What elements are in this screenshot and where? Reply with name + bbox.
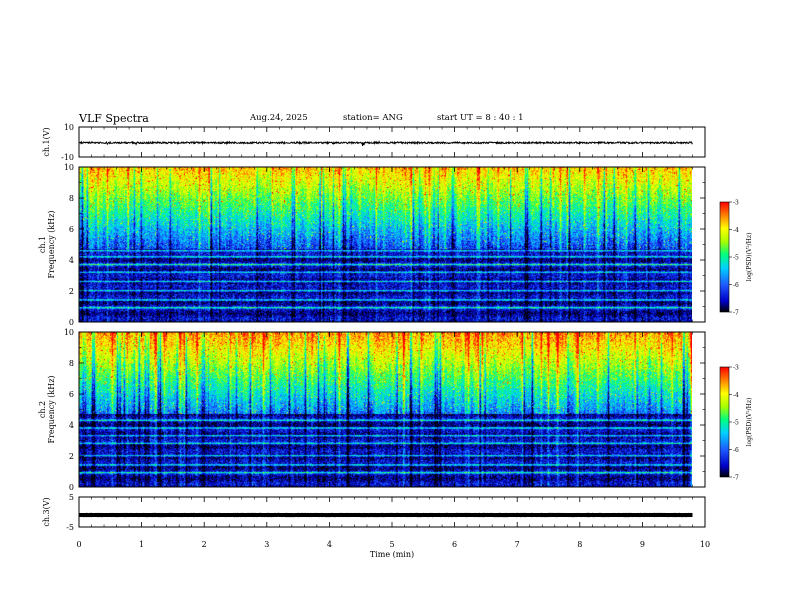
y-tick-label: 8 bbox=[69, 194, 74, 203]
y-tick-label: -5 bbox=[66, 523, 74, 532]
y-tick-label: -10 bbox=[61, 153, 74, 162]
colorbar-tick-label: -7 bbox=[733, 310, 739, 317]
x-tick-label: 1 bbox=[139, 540, 144, 549]
colorbar-tick-label: -5 bbox=[733, 255, 739, 262]
colorbar-label: log(PSD)(V²/Hz) bbox=[746, 233, 753, 282]
colorbar-tick-label: -7 bbox=[733, 475, 739, 482]
ch1-spectrogram-ylabel: Frequency (kHz) bbox=[47, 210, 56, 278]
y-tick-label: 8 bbox=[69, 359, 74, 368]
x-tick-label: 3 bbox=[264, 540, 269, 549]
x-tick-label: 2 bbox=[202, 540, 207, 549]
y-tick-label: 6 bbox=[69, 390, 74, 399]
y-tick-label: 4 bbox=[69, 421, 74, 430]
colorbar-tick-label: -5 bbox=[733, 420, 739, 427]
y-tick-label: 5 bbox=[69, 493, 74, 502]
y-tick-label: 10 bbox=[64, 328, 74, 337]
ch1-spectrogram-ylabel: ch.1 bbox=[38, 236, 47, 253]
x-tick-label: 8 bbox=[577, 540, 582, 549]
ch1-colorbar bbox=[719, 201, 730, 313]
ch1-waveform-trace bbox=[78, 140, 693, 146]
ch2-colorbar bbox=[719, 366, 730, 478]
y-tick-label: 10 bbox=[64, 123, 74, 132]
header-date: Aug.24, 2025 bbox=[250, 113, 308, 123]
colorbar-tick-label: -3 bbox=[733, 365, 739, 372]
x-tick-label: 6 bbox=[452, 540, 457, 549]
ch1-waveform-ylabel: ch.1(V) bbox=[42, 127, 51, 156]
ch2-spectrogram-ylabel: ch.2 bbox=[38, 401, 47, 418]
y-tick-label: 0 bbox=[69, 483, 74, 492]
colorbar-tick-label: -4 bbox=[733, 227, 739, 234]
y-tick-label: 10 bbox=[64, 163, 74, 172]
y-tick-label: 6 bbox=[69, 225, 74, 234]
x-axis-label: Time (min) bbox=[370, 550, 414, 559]
header-start-ut: start UT = 8 : 40 : 1 bbox=[437, 113, 524, 123]
x-tick-label: 5 bbox=[389, 540, 394, 549]
y-tick-label: 4 bbox=[69, 256, 74, 265]
y-tick-label: 2 bbox=[69, 452, 74, 461]
x-tick-label: 0 bbox=[76, 540, 81, 549]
y-tick-label: 0 bbox=[69, 318, 74, 327]
ch1-spectrogram-image bbox=[79, 167, 692, 322]
header-station: station= ANG bbox=[343, 113, 403, 123]
colorbar-tick-label: -4 bbox=[733, 392, 739, 399]
header-title: VLF Spectra bbox=[79, 112, 149, 125]
x-tick-label: 7 bbox=[515, 540, 520, 549]
colorbar-label: log(PSD)(V²/Hz) bbox=[746, 398, 753, 447]
y-tick-label: 2 bbox=[69, 287, 74, 296]
ch3-waveform-ylabel: ch.3(V) bbox=[42, 497, 51, 526]
x-tick-label: 9 bbox=[640, 540, 645, 549]
ch2-spectrogram-ylabel: Frequency (kHz) bbox=[47, 375, 56, 443]
x-tick-label: 4 bbox=[327, 540, 332, 549]
ch2-spectrogram-image bbox=[79, 332, 692, 487]
x-tick-label: 10 bbox=[700, 540, 710, 549]
colorbar-tick-label: -3 bbox=[733, 200, 739, 207]
colorbar-tick-label: -6 bbox=[733, 447, 739, 454]
colorbar-tick-label: -6 bbox=[733, 282, 739, 289]
